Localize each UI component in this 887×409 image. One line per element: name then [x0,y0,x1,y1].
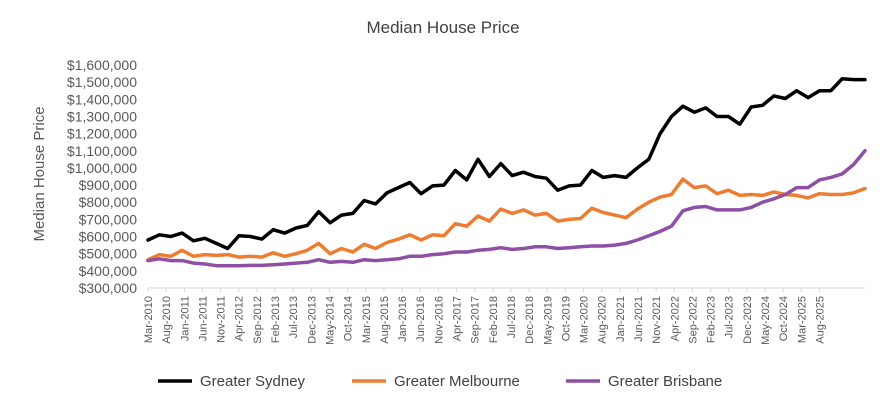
series-line-greater-melbourne [146,177,867,262]
x-tick-label: Dec-2018 [524,296,536,344]
series-line-greater-brisbane [146,149,867,268]
x-tick-label: Oct-2019 [560,296,572,341]
x-tick-label: Dec-2023 [742,296,754,344]
x-tick-label: Sep-2022 [687,296,699,344]
x-tick-label: Jul-2013 [288,296,300,338]
x-tick-label: Jun-2011 [197,296,209,341]
x-tick-label: Aug-2020 [597,296,609,344]
x-tick-label: Aug-2010 [161,296,173,344]
y-tick-label: $500,000 [79,246,138,262]
x-tick-label: Dec-2013 [306,296,318,344]
x-tick-label: Jan-2011 [179,296,191,341]
legend: Greater Sydney Greater Melbourne Greater B… [158,373,722,390]
x-tick-label: Jan-2016 [397,296,409,342]
legend-label: Greater Sydney [200,373,306,390]
y-tick-label: $1,200,000 [67,126,137,142]
series-group [146,76,867,268]
x-tick-label: Apr-2012 [234,296,246,341]
x-tick-label: Sep-2017 [470,296,482,344]
x-tick-label: Jun-2021 [633,296,645,342]
x-tick-label: Oct-2014 [343,296,355,341]
y-tick-label: $900,000 [79,177,138,193]
series-line-greater-sydney [146,76,867,251]
legend-label: Greater Melbourne [394,373,520,390]
x-tick-label: Mar-2015 [361,296,373,343]
x-tick-label: Oct-2024 [778,296,790,341]
chart-title: Median House Price [366,18,519,37]
x-tick-label: Mar-2020 [579,296,591,343]
x-tick-label: Feb-2013 [270,296,282,343]
x-tick-label: Feb-2018 [488,296,500,343]
y-axis-title: Median House Price [31,106,48,241]
x-tick-label: Apr-2017 [452,296,464,341]
x-tick-label: Mar-2025 [796,296,808,343]
legend-label: Greater Brisbane [608,373,722,390]
x-tick-label: Sep-2012 [252,296,264,344]
y-axis-ticks: $300,000$400,000$500,000$600,000 $700,000… [67,57,137,296]
y-tick-label: $300,000 [79,280,138,296]
x-tick-label: Aug-2025 [814,296,826,344]
x-tick-label: Apr-2022 [669,296,681,341]
y-tick-label: $1,000,000 [67,160,137,176]
x-tick-label: Nov-2021 [651,296,663,344]
y-tick-label: $800,000 [79,194,138,210]
x-tick-label: Jul-2018 [506,296,518,338]
y-tick-label: $1,100,000 [67,143,137,159]
y-tick-label: $1,400,000 [67,91,137,107]
y-tick-label: $700,000 [79,211,138,227]
x-tick-label: Nov-2011 [216,296,228,343]
x-tick-label: Jul-2023 [724,296,736,338]
x-tick-label: Mar-2010 [143,296,155,343]
x-tick-label: Nov-2016 [433,296,445,344]
y-tick-label: $1,600,000 [67,57,137,73]
x-tick-label: Jun-2016 [415,296,427,342]
y-tick-label: $1,300,000 [67,108,137,124]
y-tick-label: $600,000 [79,229,138,245]
x-tick-label: May-2019 [542,296,554,345]
x-tick-label: May-2024 [760,296,772,345]
x-tick-label: May-2014 [324,296,336,345]
y-tick-label: $400,000 [79,263,138,279]
x-axis-ticks: Mar-2010 Aug-2010 Jan-2011 Jun-2011 Nov-2011… [143,288,826,345]
x-tick-label: Jan-2021 [615,296,627,342]
x-tick-label: Aug-2015 [379,296,391,344]
y-tick-label: $1,500,000 [67,74,137,90]
x-tick-label: Feb-2023 [706,296,718,343]
